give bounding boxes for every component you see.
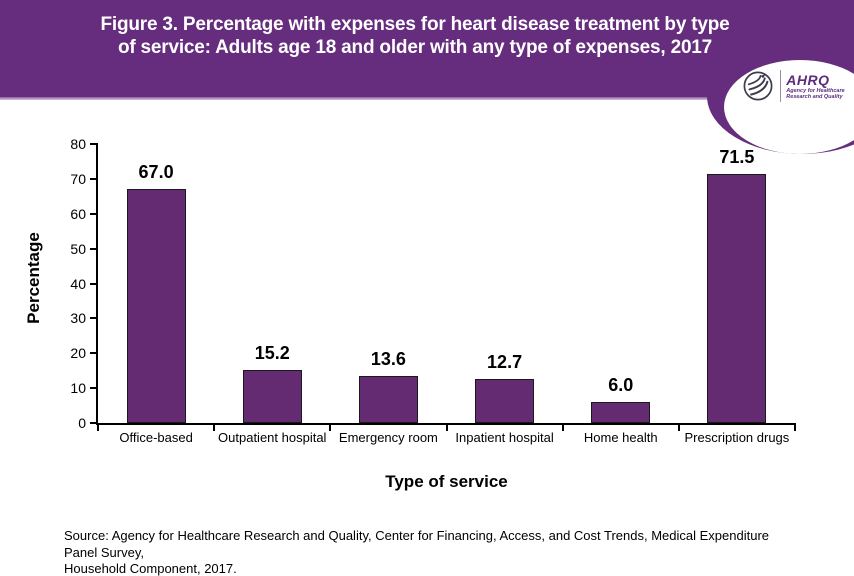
bar xyxy=(591,402,651,423)
y-tick xyxy=(90,247,98,250)
y-tick-label: 80 xyxy=(70,136,86,152)
y-tick xyxy=(90,317,98,320)
x-tick xyxy=(677,423,680,431)
bar xyxy=(242,369,302,423)
bar-value-label: 71.5 xyxy=(719,146,755,167)
category-label: Prescription drugs xyxy=(684,430,790,445)
logo-badge: AHRQ Agency for Healthcare Research and … xyxy=(724,60,854,154)
y-tick-label: 70 xyxy=(70,170,86,187)
x-tick xyxy=(97,423,99,431)
figure-title-line2: of service: Adults age 18 and older with… xyxy=(117,37,713,58)
ahrq-tagline-line2: Research and Quality xyxy=(786,94,843,100)
axis-frame xyxy=(96,144,795,425)
category-label: Home health xyxy=(583,430,658,445)
ahrq-logo: AHRQ Agency for Healthcare Research and … xyxy=(786,72,844,101)
header-bottom-edge xyxy=(0,97,854,100)
y-tick xyxy=(90,352,98,355)
figure-title-line1: Figure 3. Percentage with expenses for h… xyxy=(100,14,730,35)
category-label: Emergency room xyxy=(338,430,438,445)
bar-value-label: 13.6 xyxy=(370,348,406,369)
y-tick-label: 20 xyxy=(70,345,86,362)
y-tick xyxy=(90,177,98,180)
x-tick xyxy=(445,423,448,431)
hhs-eagle-icon xyxy=(743,71,773,101)
y-tick xyxy=(90,387,98,390)
x-tick xyxy=(329,423,332,431)
y-tick-label: 60 xyxy=(70,205,86,222)
bar xyxy=(358,375,418,423)
category-label: Outpatient hospital xyxy=(218,430,327,445)
x-tick xyxy=(794,423,796,431)
source-note-line2: Household Component, 2017. xyxy=(64,561,237,576)
ahrq-logo-text: AHRQ xyxy=(786,71,830,88)
y-tick xyxy=(90,212,98,215)
y-tick-label: 0 xyxy=(78,415,86,431)
bar xyxy=(707,173,767,423)
category-label: Inpatient hospital xyxy=(455,430,554,445)
y-tick-label: 50 xyxy=(70,240,86,257)
figure-title: Figure 3. Percentage with expenses for h… xyxy=(0,13,830,59)
bar-value-label: 67.0 xyxy=(138,162,174,183)
y-tick-label: 30 xyxy=(70,310,86,327)
source-note-line1: Source: Agency for Healthcare Research a… xyxy=(64,528,770,560)
x-tick xyxy=(561,423,564,431)
source-note: Source: Agency for Healthcare Research a… xyxy=(64,528,804,576)
bar xyxy=(475,378,535,423)
bar-value-label: 12.7 xyxy=(487,351,523,372)
y-tick-label: 40 xyxy=(70,275,86,292)
bar-value-label: 6.0 xyxy=(608,375,634,396)
y-tick xyxy=(90,282,98,285)
bar-value-label: 15.2 xyxy=(254,342,290,363)
logo-divider xyxy=(780,70,782,102)
y-tick xyxy=(90,143,98,145)
x-tick xyxy=(213,423,216,431)
y-tick-label: 10 xyxy=(70,380,86,397)
logo-row: AHRQ Agency for Healthcare Research and … xyxy=(741,69,845,103)
ahrq-tagline-line1: Agency for Healthcare xyxy=(786,87,845,94)
y-tick xyxy=(90,422,98,424)
bar xyxy=(126,189,186,423)
y-axis-title: Percentage xyxy=(24,232,43,324)
category-label: Office-based xyxy=(119,430,193,445)
x-axis-title: Type of service xyxy=(385,472,508,491)
